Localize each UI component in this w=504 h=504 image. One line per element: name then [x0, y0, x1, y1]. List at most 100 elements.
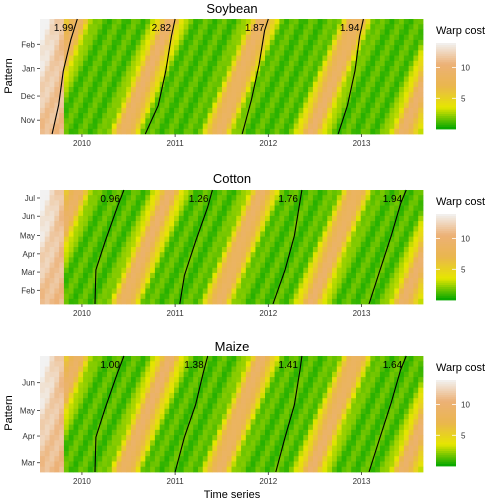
heatmap-cell — [87, 456, 94, 462]
heatmap-cell — [63, 81, 70, 88]
heatmap-cell — [116, 24, 122, 30]
heatmap-cell — [346, 92, 352, 98]
heatmap-cell — [68, 371, 74, 378]
heatmap-cell — [236, 403, 242, 410]
heatmap-cell — [312, 429, 319, 436]
heatmap-cell — [303, 205, 309, 212]
heatmap-cell — [375, 210, 381, 217]
heatmap-cell — [293, 107, 299, 114]
legend-color-step — [436, 101, 456, 104]
heatmap-cell — [193, 231, 199, 238]
heatmap-cell — [231, 356, 237, 362]
heatmap-cell — [140, 247, 146, 253]
heatmap-cell — [87, 76, 94, 83]
heatmap-cell — [418, 200, 424, 206]
heatmap-cell — [145, 445, 151, 452]
heatmap-cell — [116, 123, 122, 130]
heatmap-cell — [116, 466, 122, 473]
heatmap-cell — [145, 24, 151, 30]
heatmap-cell — [140, 377, 146, 383]
heatmap-cell — [130, 398, 137, 404]
heatmap-cell — [135, 461, 141, 468]
heatmap-cell — [121, 71, 127, 77]
heatmap-cell — [284, 392, 290, 399]
heatmap-cell — [78, 200, 84, 206]
legend-color-step — [436, 60, 456, 63]
heatmap-cell — [360, 55, 366, 62]
heatmap-cell — [63, 24, 70, 30]
heatmap-cell — [341, 86, 347, 93]
heatmap-cell — [260, 19, 266, 25]
heatmap-cell — [121, 424, 127, 431]
legend-color-step — [436, 214, 456, 217]
heatmap-cell — [375, 97, 381, 104]
heatmap-cell — [164, 97, 170, 104]
heatmap-cell — [73, 118, 79, 124]
heatmap-cell — [260, 356, 266, 362]
heatmap-cell — [418, 267, 424, 274]
heatmap-cell — [150, 267, 156, 274]
heatmap-cell — [274, 81, 280, 88]
heatmap-cell — [145, 298, 151, 305]
heatmap-cell — [403, 247, 410, 253]
heatmap-cell — [322, 210, 328, 217]
heatmap-cell — [97, 118, 103, 124]
heatmap-cell — [54, 200, 60, 206]
heatmap-cell — [245, 19, 252, 25]
heatmap-cell — [193, 414, 199, 420]
heatmap-cell — [346, 236, 352, 243]
heatmap-cell — [83, 236, 89, 243]
heatmap-cell — [197, 466, 204, 473]
heatmap-cell — [250, 29, 256, 36]
heatmap-cell — [169, 377, 175, 383]
heatmap-cell — [389, 76, 395, 83]
heatmap-cell — [221, 435, 228, 441]
heatmap-cell — [303, 435, 309, 441]
heatmap-cell — [135, 283, 141, 289]
heatmap-cell — [332, 247, 338, 253]
heatmap-cell — [68, 97, 74, 104]
heatmap-cell — [226, 361, 232, 367]
heatmap-cell — [188, 377, 194, 383]
heatmap-cell — [54, 366, 60, 373]
heatmap-cell — [413, 71, 419, 77]
heatmap-cell — [241, 60, 247, 67]
heatmap-cell — [159, 113, 165, 119]
heatmap-cell — [164, 371, 170, 378]
heatmap-cell — [102, 39, 108, 46]
heatmap-cell — [197, 81, 204, 88]
heatmap-cell — [360, 76, 366, 83]
heatmap-cell — [274, 50, 280, 56]
y-tick-label: Feb — [21, 286, 35, 295]
heatmap-cell — [126, 247, 132, 253]
heatmap-cell — [154, 81, 161, 88]
heatmap-cell — [145, 221, 151, 227]
heatmap-cell — [221, 283, 228, 289]
heatmap-cell — [111, 456, 117, 462]
heatmap-cell — [308, 24, 314, 30]
heatmap-cell — [279, 236, 285, 243]
heatmap-cell — [384, 128, 390, 135]
heatmap-cell — [111, 102, 117, 109]
heatmap-cell — [231, 252, 237, 258]
heatmap-cell — [188, 288, 194, 295]
heatmap-cell — [279, 92, 285, 98]
heatmap-cell — [389, 205, 395, 212]
heatmap-cell — [49, 102, 55, 109]
heatmap-cell — [293, 195, 299, 201]
heatmap-cell — [178, 435, 185, 441]
heatmap-cell — [375, 128, 381, 135]
heatmap-cell — [59, 123, 65, 130]
heatmap-cell — [174, 424, 180, 431]
heatmap-cell — [59, 205, 65, 212]
heatmap-cell — [130, 424, 137, 431]
heatmap-cell — [284, 39, 290, 46]
heatmap-cell — [73, 123, 79, 130]
heatmap-cell — [260, 450, 266, 457]
heatmap-cell — [399, 288, 405, 295]
heatmap-cell — [360, 221, 366, 227]
heatmap-cell — [169, 288, 175, 295]
heatmap-cell — [145, 34, 151, 41]
heatmap-cell — [322, 50, 328, 56]
heatmap-cell — [126, 257, 132, 263]
